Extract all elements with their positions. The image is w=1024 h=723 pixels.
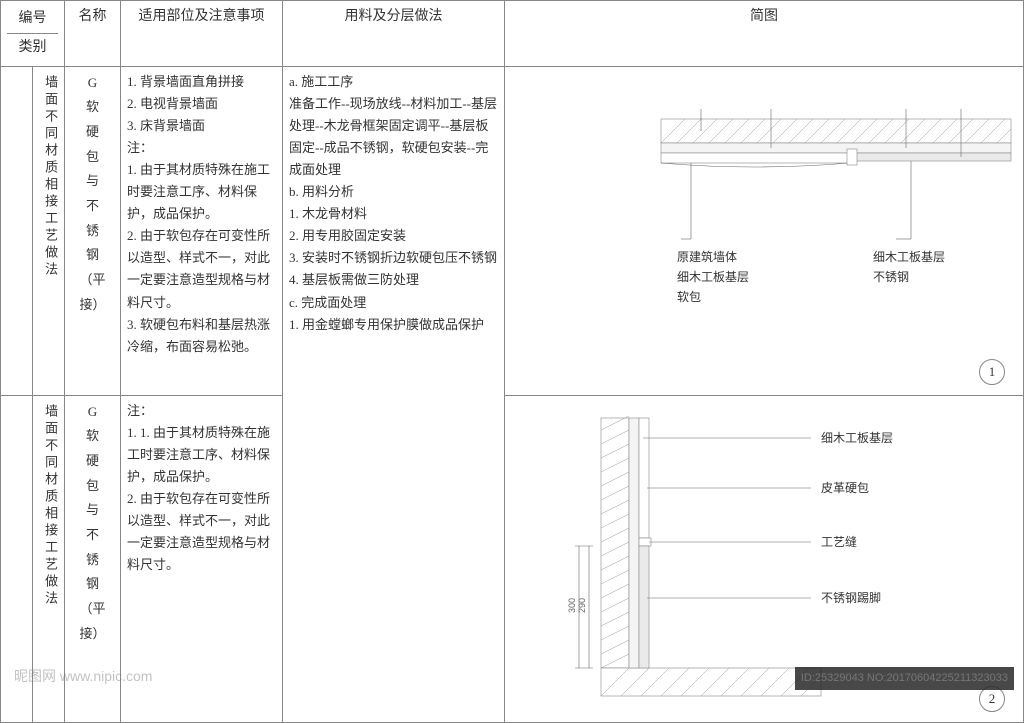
header-category: 类别 bbox=[7, 34, 58, 62]
d2-label-3: 工艺缝 bbox=[821, 534, 857, 549]
d1-label-right1: 细木工板基层 bbox=[873, 250, 945, 264]
watermark-right: ID:25329043 NO:20170604225211323033 bbox=[795, 667, 1014, 690]
header-scope: 适用部位及注意事项 bbox=[121, 1, 283, 67]
header-no: 编号 bbox=[7, 5, 58, 34]
dim-300: 300 bbox=[567, 598, 577, 613]
cell-name: G软硬包与不锈钢（平接） bbox=[65, 66, 121, 395]
cell-no bbox=[1, 66, 33, 395]
d2-label-2: 皮革硬包 bbox=[821, 481, 869, 495]
d2-label-4: 不锈钢踢脚 bbox=[821, 590, 881, 605]
cell-material: a. 施工工序准备工作--现场放线--材料加工--基层处理--木龙骨框架固定调平… bbox=[283, 66, 505, 722]
d1-label-left3: 软包 bbox=[677, 290, 701, 304]
d1-label-left1: 原建筑墙体 bbox=[677, 249, 737, 264]
category-text: 墙面不同材质相接工艺做法 bbox=[39, 75, 61, 279]
cell-category: 墙面不同材质相接工艺做法 bbox=[33, 66, 65, 395]
d1-label-right2: 不锈钢 bbox=[873, 270, 909, 284]
header-material: 用料及分层做法 bbox=[283, 1, 505, 67]
category-text: 墙面不同材质相接工艺做法 bbox=[39, 404, 61, 608]
d2-label-1: 细木工板基层 bbox=[821, 431, 893, 445]
diagram-1: 原建筑墙体 细木工板基层 软包 细木工板基层 不锈钢 bbox=[511, 71, 1024, 391]
watermark-left: 昵图网 www.nipic.com bbox=[14, 665, 152, 689]
diagram-number: 1 bbox=[979, 359, 1005, 385]
table-row: 墙面不同材质相接工艺做法 G软硬包与不锈钢（平接） 1. 背景墙面直角拼接2. … bbox=[1, 66, 1024, 395]
header-no-cat: 编号 类别 bbox=[1, 1, 65, 67]
d1-label-left2: 细木工板基层 bbox=[677, 270, 749, 284]
header-name: 名称 bbox=[65, 1, 121, 67]
dim-290: 290 bbox=[577, 598, 587, 613]
header-diagram: 简图 bbox=[505, 1, 1024, 67]
spec-table: 编号 类别 名称 适用部位及注意事项 用料及分层做法 简图 墙面不同材质相接工艺… bbox=[0, 0, 1024, 723]
cell-scope: 1. 背景墙面直角拼接2. 电视背景墙面3. 床背景墙面注：1. 由于其材质特殊… bbox=[121, 66, 283, 395]
cell-diagram: 原建筑墙体 细木工板基层 软包 细木工板基层 不锈钢 1 bbox=[505, 66, 1024, 395]
